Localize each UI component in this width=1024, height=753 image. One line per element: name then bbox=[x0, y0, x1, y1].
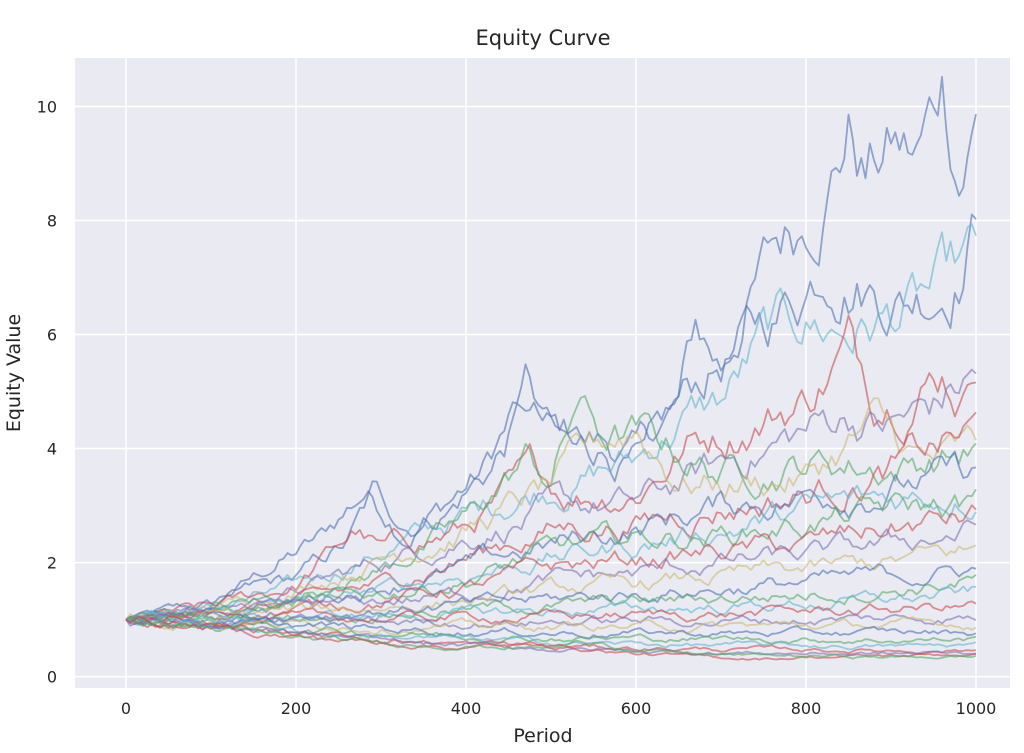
series-lines bbox=[125, 75, 977, 661]
x-tick-label: 200 bbox=[281, 699, 312, 718]
x-axis-label: Period bbox=[513, 725, 572, 747]
series-line-26 bbox=[125, 615, 977, 660]
y-tick-label: 10 bbox=[37, 97, 57, 116]
series-line-6 bbox=[125, 397, 977, 621]
x-tick-label: 1000 bbox=[956, 699, 997, 718]
y-tick-label: 4 bbox=[47, 440, 57, 459]
series-line-1 bbox=[125, 213, 977, 622]
series-line-15 bbox=[125, 574, 977, 625]
x-tick-label: 600 bbox=[621, 699, 652, 718]
series-line-2 bbox=[125, 223, 977, 625]
chart-title: Equity Curve bbox=[475, 26, 610, 50]
series-line-12 bbox=[125, 519, 977, 622]
x-tick-label: 800 bbox=[791, 699, 822, 718]
x-tick-label: 400 bbox=[451, 699, 482, 718]
series-line-20 bbox=[125, 616, 977, 640]
series-line-21 bbox=[125, 615, 977, 645]
series-line-23 bbox=[125, 618, 977, 655]
series-line-18 bbox=[125, 612, 977, 630]
x-tick-label: 0 bbox=[121, 699, 131, 718]
y-axis-label: Equity Value bbox=[3, 314, 25, 432]
y-tick-label: 2 bbox=[47, 554, 57, 573]
y-tick-label: 6 bbox=[47, 326, 57, 345]
y-tick-label: 0 bbox=[47, 668, 57, 687]
series-line-13 bbox=[125, 544, 977, 624]
x-axis-ticks: 0 200 400 600 800 1000 bbox=[121, 699, 996, 718]
series-line-10 bbox=[125, 488, 977, 626]
series-line-3 bbox=[125, 314, 977, 621]
series-line-7 bbox=[125, 411, 977, 622]
y-tick-label: 8 bbox=[47, 211, 57, 230]
y-axis-ticks: 0 2 4 6 8 10 bbox=[37, 97, 57, 686]
